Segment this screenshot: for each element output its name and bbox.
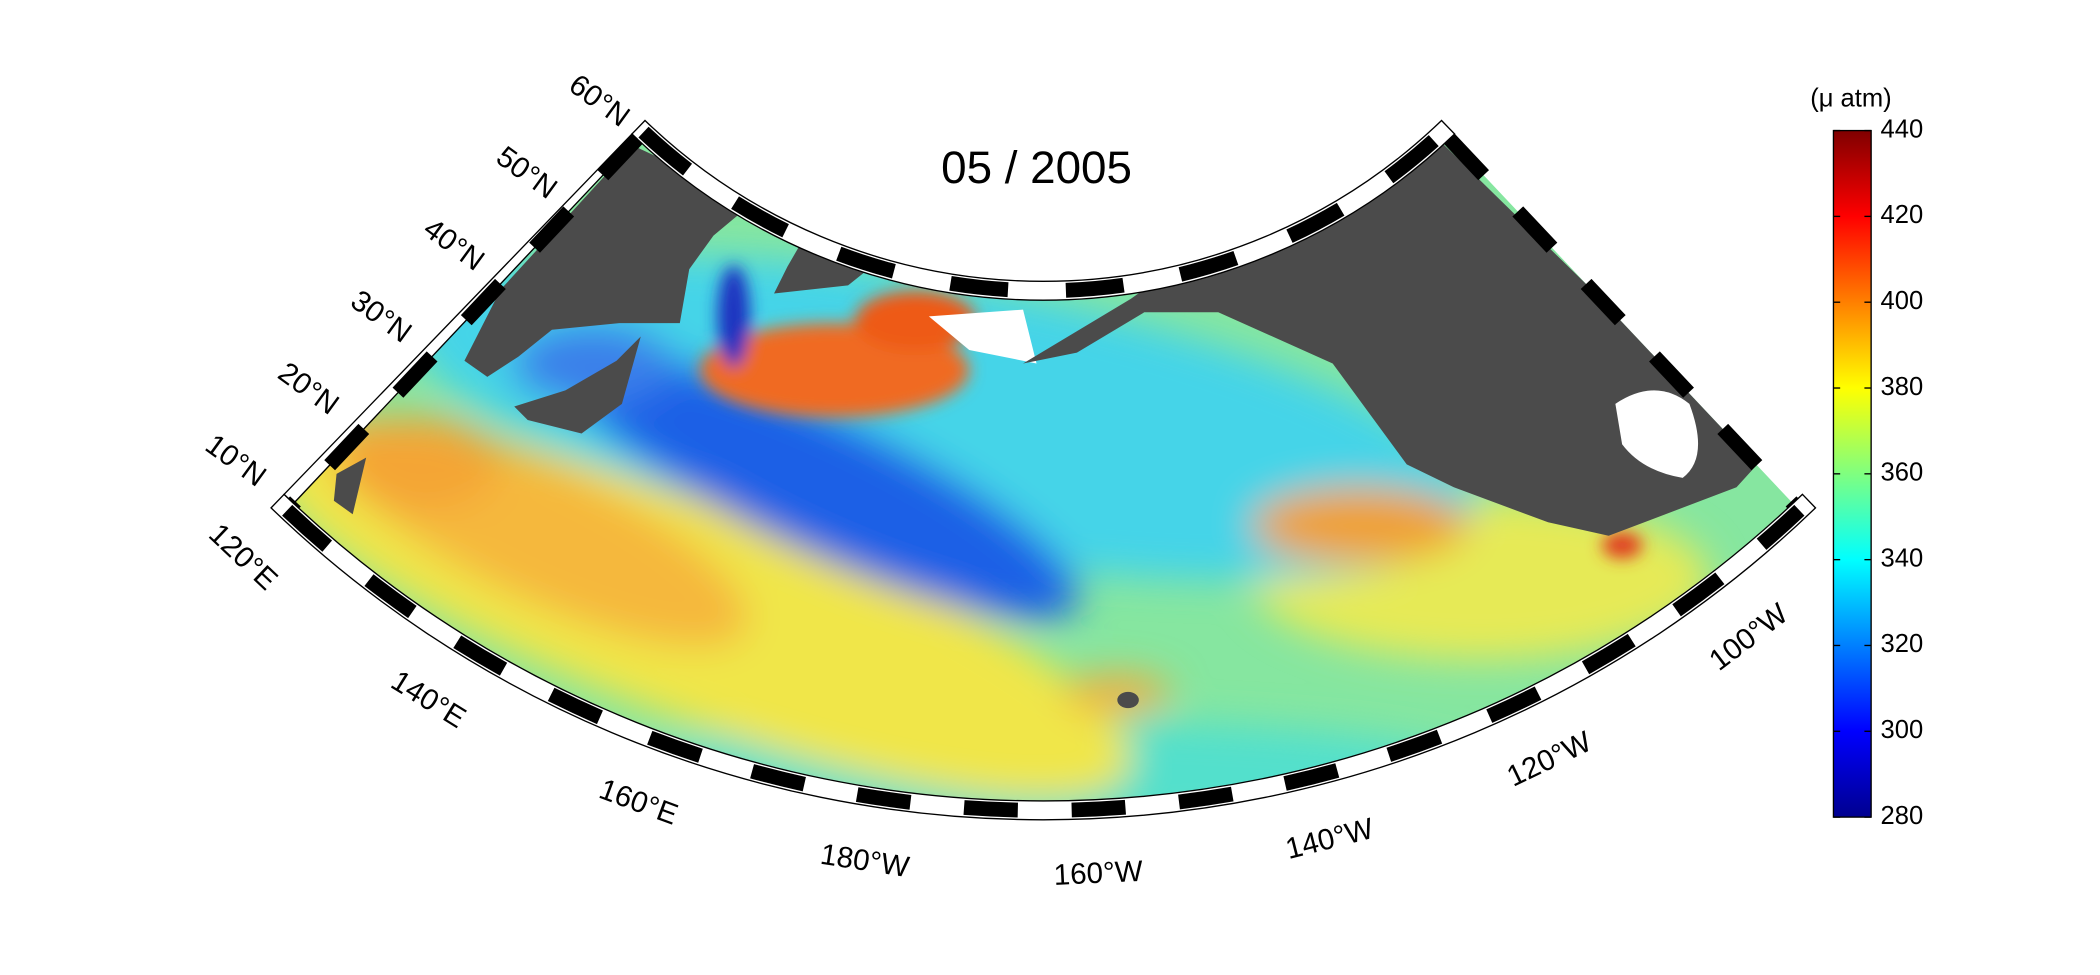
colorbar-tick-label: 300 <box>1881 716 1924 744</box>
lat-label: 40°N <box>417 212 490 278</box>
lon-label: 140°E <box>385 664 471 735</box>
lat-label: 10°N <box>199 428 272 494</box>
colorbar-tick-label: 400 <box>1881 287 1924 315</box>
frame-inner <box>630 119 1456 301</box>
colorbar-label: (μ atm) <box>1810 84 1891 112</box>
map-title: 05 / 2005 <box>941 142 1132 193</box>
frame-dash <box>282 504 1805 818</box>
lat-label: 30°N <box>345 284 418 350</box>
lon-label: 120°E <box>202 517 284 597</box>
colorbar-tick-label: 340 <box>1881 544 1924 572</box>
map-frame <box>270 119 1817 821</box>
lon-label: 140°W <box>1282 812 1377 866</box>
lon-label: 120°W <box>1502 725 1597 793</box>
lat-label: 20°N <box>272 356 345 422</box>
colorbar-tick-label: 320 <box>1881 630 1924 658</box>
colorbar-tick-label: 280 <box>1881 802 1924 830</box>
ocean-field <box>293 138 1793 801</box>
frame-dash <box>1444 133 1799 509</box>
lon-label: 160°W <box>1053 855 1144 892</box>
lat-label: 50°N <box>490 140 563 206</box>
lon-label: 180°W <box>818 838 911 884</box>
frame-dash <box>288 133 643 509</box>
colorbar-tick-label: 360 <box>1881 459 1924 487</box>
colorbar-tick-label: 440 <box>1881 115 1924 143</box>
frame-dash <box>638 126 1449 299</box>
colorbar-tick-label: 420 <box>1881 201 1924 229</box>
lat-label: 60°N <box>563 68 636 134</box>
lon-label: 160°E <box>595 773 682 832</box>
lon-label: 100°W <box>1703 597 1794 677</box>
colorbar-tick-label: 380 <box>1881 373 1924 401</box>
